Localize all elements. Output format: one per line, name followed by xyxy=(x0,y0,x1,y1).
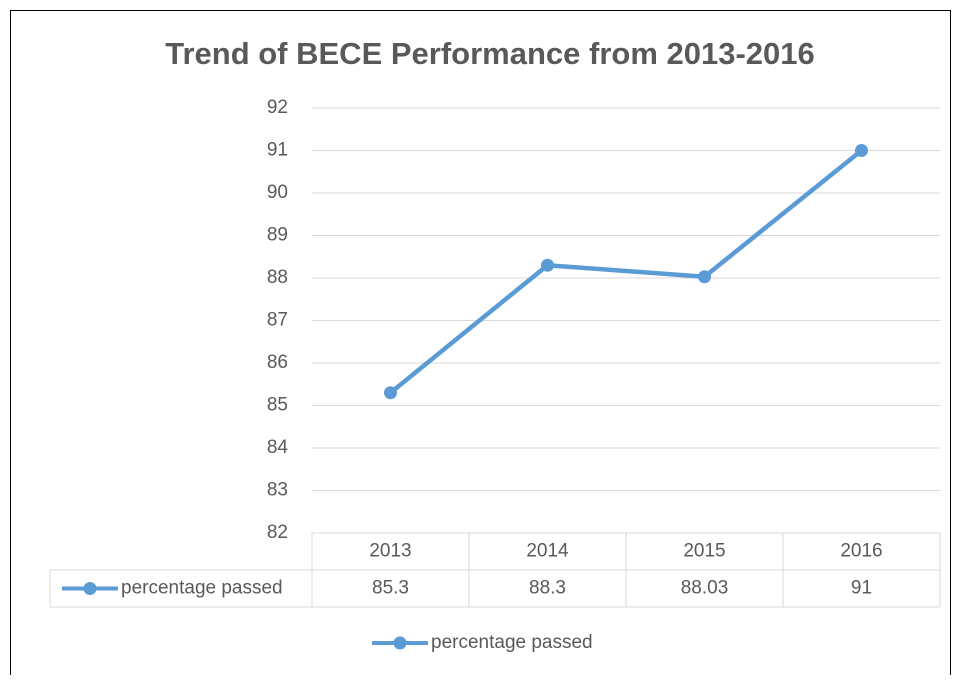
y-tick-label: 87 xyxy=(267,310,288,331)
data-point xyxy=(855,144,868,157)
table-series-name: percentage passed xyxy=(121,578,283,599)
y-tick-label: 92 xyxy=(267,97,288,118)
y-tick-label: 90 xyxy=(267,182,288,203)
data-point xyxy=(698,270,711,284)
x-tick-label: 2016 xyxy=(840,541,882,562)
y-tick-label: 85 xyxy=(267,395,288,416)
y-tick-label: 88 xyxy=(267,267,288,288)
legend-label: percentage passed xyxy=(431,632,593,653)
y-tick-label: 89 xyxy=(267,225,288,246)
y-tick-label: 83 xyxy=(267,480,288,501)
chart-title: Trend of BECE Performance from 2013-2016 xyxy=(165,36,815,71)
data-point xyxy=(384,386,397,400)
table-value: 88.03 xyxy=(681,578,729,599)
table-value: 91 xyxy=(851,578,872,599)
legend-marker xyxy=(393,636,407,650)
data-point xyxy=(541,258,554,272)
y-tick-label: 84 xyxy=(267,437,289,458)
table-value: 88.3 xyxy=(529,578,566,599)
legend-marker xyxy=(83,582,97,595)
x-tick-label: 2013 xyxy=(369,541,411,562)
table-value: 85.3 xyxy=(372,578,409,599)
y-tick-label: 82 xyxy=(267,522,288,543)
chart-frame xyxy=(10,10,951,680)
y-tick-label: 91 xyxy=(267,140,288,161)
y-tick-label: 86 xyxy=(267,352,288,373)
x-tick-label: 2014 xyxy=(526,541,569,562)
x-tick-label: 2015 xyxy=(683,541,725,562)
series-line xyxy=(389,148,863,395)
